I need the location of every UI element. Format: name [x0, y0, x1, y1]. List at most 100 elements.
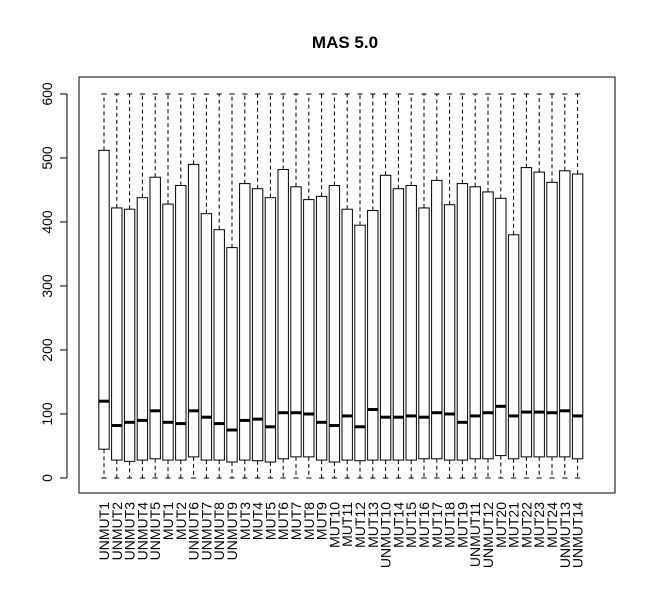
box-mut7 — [290, 93, 302, 479]
x-tick-label: MUT22 — [518, 502, 534, 548]
x-tick-label: MUT8 — [301, 502, 317, 540]
box-iqr — [290, 186, 302, 458]
box-mut12 — [354, 93, 366, 479]
box-mut13 — [367, 93, 379, 479]
box-unmut11 — [469, 93, 481, 479]
x-tick-label: MUT2 — [173, 502, 189, 540]
x-tick-label: UNMUT2 — [109, 502, 125, 561]
x-tick-labels: UNMUT1UNMUT2UNMUT3UNMUT4UNMUT5MUT1MUT2UN… — [96, 502, 586, 568]
box-iqr — [571, 173, 584, 460]
box-iqr — [533, 171, 545, 458]
box-iqr — [277, 169, 289, 460]
x-tick-label: MUT11 — [339, 502, 355, 547]
box-mut18 — [443, 93, 456, 479]
box-mut4 — [251, 93, 264, 479]
x-tick-label: UNMUT12 — [480, 502, 496, 568]
x-tick-label: UNMUT4 — [134, 502, 150, 561]
box-iqr — [162, 203, 174, 461]
box-mut6 — [277, 93, 289, 479]
x-tick-label: UNMUT3 — [122, 502, 138, 561]
box-iqr — [392, 188, 405, 461]
x-tick-label: MUT19 — [454, 502, 470, 548]
y-axis: 0 100 200 300 400 500 600 — [39, 82, 68, 482]
box-iqr — [495, 197, 507, 457]
box-iqr — [328, 185, 341, 463]
box-mut24 — [546, 93, 558, 479]
x-tick-label: MUT20 — [493, 502, 509, 548]
box-mut15 — [405, 93, 417, 479]
x-tick-label: MUT21 — [506, 502, 522, 548]
plot-frame — [78, 76, 616, 494]
box-iqr — [379, 174, 392, 461]
x-tick-label: MUT7 — [288, 502, 304, 540]
box-iqr — [367, 209, 379, 461]
box-unmut6 — [187, 93, 200, 479]
x-tick-label: MUT3 — [237, 502, 253, 540]
box-iqr — [175, 185, 187, 461]
x-tick-label: UNMUT14 — [570, 502, 586, 568]
box-iqr — [507, 234, 520, 460]
box-mut9 — [315, 93, 328, 479]
box-iqr — [546, 181, 558, 458]
box-iqr — [456, 183, 469, 461]
box-iqr — [559, 170, 571, 458]
x-tick-label: MUT5 — [262, 502, 278, 540]
x-tick-label: UNMUT1 — [96, 502, 112, 561]
box-unmut5 — [149, 93, 161, 479]
box-iqr — [136, 197, 149, 461]
y-tick-label: 400 — [39, 210, 55, 234]
box-mut14 — [392, 93, 405, 479]
box-unmut3 — [123, 93, 136, 479]
x-tick-label: MUT12 — [352, 502, 368, 548]
x-tick-label: UNMUT9 — [224, 502, 240, 561]
y-tick-label: 600 — [39, 82, 55, 106]
box-iqr — [264, 197, 277, 463]
x-tick-label: UNMUT5 — [147, 502, 163, 561]
box-iqr — [149, 176, 161, 460]
x-tick-label: MUT24 — [544, 502, 560, 548]
box-iqr — [303, 199, 315, 458]
box-unmut7 — [200, 93, 213, 479]
x-tick-label: MUT9 — [314, 502, 330, 540]
box-unmut9 — [226, 93, 238, 479]
box-unmut10 — [379, 93, 392, 479]
x-tick-label: UNMUT7 — [198, 502, 214, 561]
box-mut17 — [431, 93, 443, 479]
x-tick-label: MUT16 — [416, 502, 432, 548]
box-iqr — [354, 224, 366, 462]
chart-title: MAS 5.0 — [312, 33, 378, 52]
y-tick-label: 200 — [39, 338, 55, 362]
box-unmut12 — [482, 93, 494, 479]
box-unmut14 — [571, 93, 584, 479]
box-iqr — [187, 163, 200, 458]
box-mut1 — [162, 93, 174, 479]
x-tick-label: UNMUT6 — [186, 502, 202, 561]
box-iqr — [443, 204, 456, 461]
box-unmut8 — [213, 93, 225, 479]
x-tick-label: UNMUT8 — [211, 502, 227, 561]
x-tick-label: MUT1 — [160, 502, 176, 540]
x-tick-label: MUT14 — [390, 502, 406, 548]
x-tick-label: UNMUT11 — [467, 502, 483, 567]
x-tick-label: MUT10 — [326, 502, 342, 548]
box-mut23 — [533, 93, 545, 479]
box-mut10 — [328, 93, 341, 479]
box-mut19 — [456, 93, 469, 479]
box-iqr — [251, 188, 264, 462]
x-tick-label: MUT15 — [403, 502, 419, 548]
box-iqr — [431, 179, 443, 460]
boxes-group — [98, 93, 584, 479]
box-iqr — [315, 195, 328, 461]
box-mut2 — [175, 93, 187, 479]
box-iqr — [200, 213, 213, 461]
box-iqr — [111, 207, 123, 461]
x-tick-label: MUT23 — [531, 502, 547, 548]
y-tick-label: 500 — [39, 146, 55, 170]
box-unmut13 — [559, 93, 571, 479]
x-tick-label: UNMUT10 — [378, 502, 394, 568]
box-mut5 — [264, 93, 277, 479]
box-mut8 — [303, 93, 315, 479]
box-iqr — [469, 186, 481, 460]
